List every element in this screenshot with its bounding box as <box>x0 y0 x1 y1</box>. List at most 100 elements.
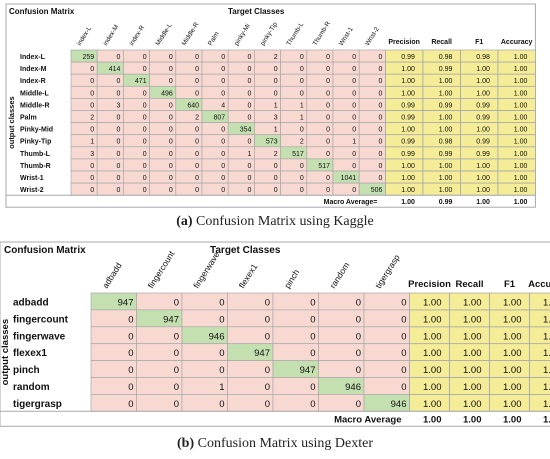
cell-value: 354 <box>240 127 252 134</box>
cell-value: 0 <box>116 90 120 97</box>
cell-value: 0 <box>90 175 94 182</box>
cell-value: 0 <box>352 114 356 121</box>
cell-value: 0 <box>174 298 179 309</box>
metric-value: 0.98 <box>476 54 490 61</box>
cell-value: 0 <box>169 66 173 73</box>
cell-value: 0 <box>300 187 304 194</box>
cell-value: 0 <box>116 127 120 134</box>
metric-value: 1.00 <box>463 348 482 359</box>
cell-value: 0 <box>378 78 382 85</box>
metric-value: 1.00 <box>423 382 442 393</box>
cell-value: 3 <box>274 114 278 121</box>
cell-value: 0 <box>326 175 330 182</box>
cell-value: 2 <box>90 114 94 121</box>
metric-value: 1.00 <box>514 127 528 134</box>
metric-header: Accuracy <box>501 39 533 46</box>
row-label: Middle-L <box>20 90 49 97</box>
metric-value: 1.00 <box>439 187 453 194</box>
cell-value: 0 <box>274 175 278 182</box>
metric-value: 0.99 <box>439 102 453 109</box>
cell-value: 0 <box>143 139 147 146</box>
cell-value: 0 <box>401 331 406 342</box>
metric-header: F1 <box>475 39 483 46</box>
metric-value: 1.00 <box>423 365 442 376</box>
cell-value: 1 <box>274 127 278 134</box>
metric-value: 1.00 <box>514 90 528 97</box>
cell-value: 2 <box>300 139 304 146</box>
metric-value: 1.00 <box>463 298 482 309</box>
cell-value: 0 <box>265 365 270 376</box>
output-classes-label: output classes <box>0 319 11 386</box>
cell-value: 0 <box>401 365 406 376</box>
cell-value: 0 <box>143 54 147 61</box>
cell-value: 2 <box>195 114 199 121</box>
cell-value: 0 <box>378 54 382 61</box>
cell-value: 573 <box>266 139 278 146</box>
cell-value: 0 <box>247 102 251 109</box>
cell-value: 946 <box>391 399 407 410</box>
cell-value: 0 <box>310 331 315 342</box>
metric-value: 1.00 <box>543 331 550 342</box>
cell-value: 0 <box>143 151 147 158</box>
cell-value: 0 <box>169 163 173 170</box>
row-label: fingerwave <box>13 331 66 342</box>
cell-value: 0 <box>128 399 133 410</box>
metric-value: 0.99 <box>476 114 490 121</box>
cell-value: 0 <box>401 348 406 359</box>
cell-value: 0 <box>356 348 361 359</box>
cell-value: 0 <box>356 314 361 325</box>
metric-value: 1.00 <box>514 139 528 146</box>
macro-average-label: Macro Average <box>334 414 401 425</box>
cell-value: 506 <box>371 187 383 194</box>
cell-value: 0 <box>116 175 120 182</box>
cell-value: 3 <box>116 102 120 109</box>
cell-value: 0 <box>310 348 315 359</box>
cell-value: 0 <box>143 187 147 194</box>
cell-value: 947 <box>118 298 134 309</box>
metric-value: 1.00 <box>514 102 528 109</box>
cell-value: 0 <box>378 127 382 134</box>
row-label: Pinky-Mid <box>20 127 53 134</box>
caption-dexter: (b) Confusion Matrix using Dexter <box>0 436 550 452</box>
cell-value: 0 <box>352 163 356 170</box>
metric-value: 1.00 <box>423 399 442 410</box>
cell-value: 0 <box>326 54 330 61</box>
cell-value: 0 <box>326 187 330 194</box>
cell-value: 0 <box>169 54 173 61</box>
metric-value: 0.99 <box>476 139 490 146</box>
cell-value: 0 <box>90 187 94 194</box>
metric-header: Recall <box>431 39 452 46</box>
metric-value: 1.00 <box>503 298 522 309</box>
cell-value: 0 <box>352 66 356 73</box>
metric-header: F1 <box>504 279 516 290</box>
cell-value: 0 <box>310 314 315 325</box>
cell-value: 4 <box>221 102 225 109</box>
cell-value: 0 <box>128 382 133 393</box>
row-label: pinch <box>13 365 40 376</box>
metric-value: 1.00 <box>423 314 442 325</box>
cell-value: 0 <box>274 78 278 85</box>
row-label: fingercount <box>13 314 69 325</box>
cell-value: 0 <box>221 66 225 73</box>
output-classes-label: output classes <box>7 96 16 149</box>
cell-value: 414 <box>109 66 121 73</box>
metric-value: 1.00 <box>439 90 453 97</box>
metric-value: 1.00 <box>503 331 522 342</box>
metric-value: 1.00 <box>423 331 442 342</box>
metric-value: 1.00 <box>543 365 550 376</box>
metric-value: 1.00 <box>503 314 522 325</box>
metric-value: 1.00 <box>543 298 550 309</box>
cell-value: 0 <box>143 175 147 182</box>
cell-value: 0 <box>300 163 304 170</box>
cell-value: 0 <box>356 399 361 410</box>
metric-value: 1.00 <box>514 151 528 158</box>
cell-value: 0 <box>195 78 199 85</box>
cell-value: 0 <box>265 298 270 309</box>
cell-value: 0 <box>195 139 199 146</box>
cell-value: 947 <box>300 365 316 376</box>
cell-value: 0 <box>90 66 94 73</box>
metric-value: 1.00 <box>401 127 415 134</box>
cell-value: 2 <box>274 151 278 158</box>
cell-value: 0 <box>378 139 382 146</box>
macro-average-label: Macro Average= <box>324 199 378 206</box>
